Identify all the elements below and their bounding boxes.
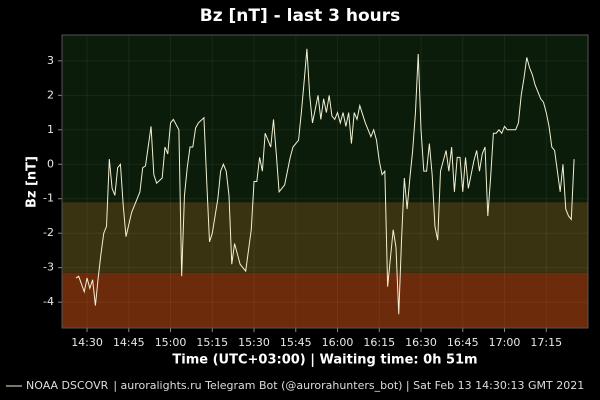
y-tick-label: 0	[47, 157, 54, 170]
y-tick-label: 1	[47, 123, 54, 136]
x-tick-label: 16:00	[322, 336, 354, 349]
x-tick-label: 16:15	[363, 336, 395, 349]
data-line	[75, 48, 575, 315]
y-tick-label: 2	[47, 88, 54, 101]
y-tick-label: -4	[43, 295, 54, 308]
y-tick-label: -1	[43, 192, 54, 205]
threshold-band	[62, 272, 588, 328]
x-axis-label: Time (UTC+03:00) | Waiting time: 0h 51m	[172, 353, 477, 368]
x-tick-label: 15:15	[196, 336, 228, 349]
y-tick-label: -3	[43, 261, 54, 274]
threshold-band	[62, 35, 588, 203]
x-tick-label: 14:30	[71, 336, 103, 349]
y-axis-label: Bz [nT]	[25, 156, 40, 208]
x-tick-label: 14:45	[113, 336, 145, 349]
plot-frame	[61, 34, 589, 329]
y-tick-label: 3	[47, 54, 54, 67]
footer: | auroralights.ru Telegram Bot (@aurorah…	[113, 379, 584, 392]
threshold-band	[62, 202, 588, 273]
x-tick-label: 16:45	[447, 336, 479, 349]
legend-entry: NOAA DSCOVR	[26, 379, 109, 392]
chart-title: Bz [nT] - last 3 hours	[200, 6, 401, 26]
x-tick-label: 15:30	[238, 336, 270, 349]
x-tick-label: 15:00	[155, 336, 187, 349]
x-tick-label: 16:30	[405, 336, 437, 349]
y-tick-label: -2	[43, 226, 54, 239]
x-tick-label: 17:15	[530, 336, 562, 349]
x-tick-label: 17:00	[489, 336, 521, 349]
x-tick-label: 15:45	[280, 336, 312, 349]
